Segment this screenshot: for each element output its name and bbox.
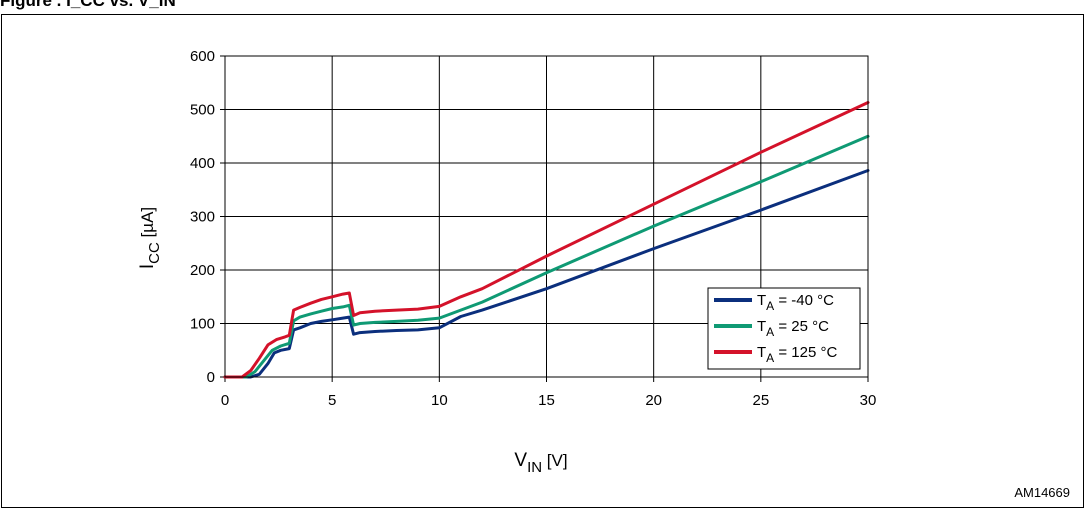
y-tick-label: 600 (190, 48, 215, 65)
legend-label-0: TA = -40 °C (757, 292, 834, 313)
x-axis-label: VIN [V] (514, 450, 567, 476)
x-tick-label: 5 (328, 392, 336, 409)
legend: TA = -40 °C TA = 25 °C TA = 125 °C (707, 287, 861, 370)
x-tick-label: 10 (431, 392, 448, 409)
y-tick-label: 100 (190, 316, 215, 333)
legend-label-1: TA = 25 °C (757, 318, 829, 339)
x-tick-label: 30 (860, 392, 877, 409)
x-tick-label: 0 (221, 392, 229, 409)
figure-caption-text: Figure . I_CC vs. V_IN (0, 0, 176, 10)
y-axis-label-unit: [µA] (138, 207, 157, 242)
x-axis-label-sub: IN (527, 459, 542, 476)
y-tick-label: 500 (190, 102, 215, 119)
y-tick-label: 0 (207, 369, 215, 386)
figure-frame (1, 14, 1084, 508)
x-tick-label: 15 (538, 392, 555, 409)
y-axis-label-main: I (137, 264, 158, 269)
legend-label-2: TA = 125 °C (757, 344, 837, 365)
x-tick-label: 25 (752, 392, 769, 409)
x-tick-labels: 0 5 10 15 20 25 30 (221, 392, 877, 409)
y-tick-label: 200 (190, 262, 215, 279)
x-axis-label-main: V (514, 450, 527, 471)
y-axis-label: ICC [µA] (137, 207, 163, 269)
y-tick-label: 400 (190, 155, 215, 172)
series-lines (223, 101, 870, 379)
y-tick-label: 300 (190, 209, 215, 226)
series-line-1 (223, 134, 870, 379)
y-axis-label-sub: CC (146, 242, 163, 264)
figure-caption: Figure . I_CC vs. V_IN (0, 0, 1086, 10)
y-tick-labels: 0 100 200 300 400 500 600 (190, 48, 215, 386)
x-tick-label: 20 (645, 392, 662, 409)
x-axis-label-unit: [V] (542, 451, 568, 470)
figure-code: AM14669 (1014, 485, 1070, 500)
series-line-0 (223, 169, 870, 379)
series-line-2 (223, 101, 870, 379)
plot-border (224, 55, 869, 378)
